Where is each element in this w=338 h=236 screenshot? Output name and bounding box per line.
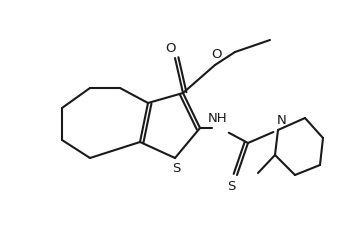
Text: O: O (211, 49, 221, 62)
Text: N: N (277, 114, 287, 126)
Text: NH: NH (208, 111, 228, 125)
Text: O: O (165, 42, 175, 55)
Text: S: S (172, 163, 180, 176)
Text: S: S (227, 180, 235, 193)
